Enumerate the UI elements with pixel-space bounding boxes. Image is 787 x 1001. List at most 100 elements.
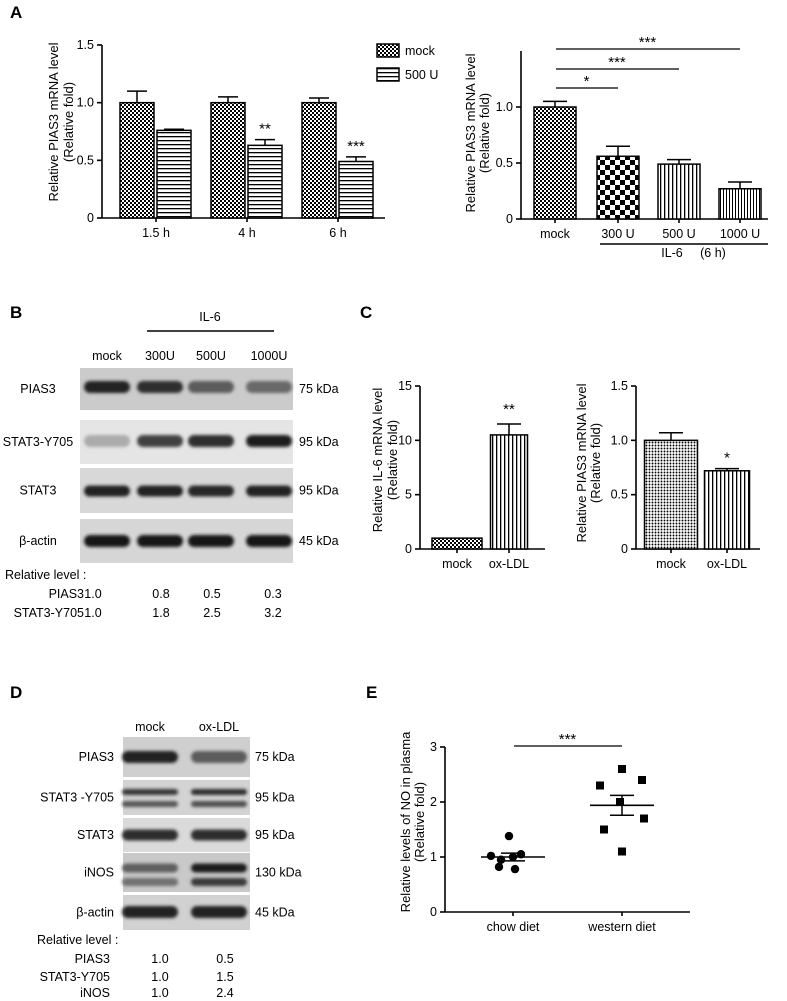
blot-row-actin: β-actin 45 kDa [19, 519, 339, 563]
y-axis-subtitle: (Relative fold) [588, 423, 603, 503]
blot-band [191, 906, 247, 918]
x-tick-label: chow diet [487, 920, 540, 934]
x-tick-label: 1.5 h [142, 226, 170, 240]
panel-label-a: A [10, 3, 22, 22]
x-tick-label: 6 h [329, 226, 346, 240]
bar-mock-1-5-h [119, 101, 155, 219]
relative-level-value: 0.5 [203, 587, 220, 601]
protein-label: iNOS [84, 866, 114, 880]
protein-label: STAT3 [19, 484, 56, 498]
relative-level-value: 1.0 [151, 970, 168, 984]
protein-label: β-actin [19, 534, 57, 548]
blot-band [84, 381, 130, 393]
significance-label: ** [259, 121, 271, 138]
x-tick-label: mock [442, 557, 473, 571]
relative-level-value: 2.5 [203, 606, 220, 620]
bar-value-1000-u [718, 188, 762, 220]
relative-level-value: 3.2 [264, 606, 281, 620]
y-tick-label: 0.5 [77, 153, 94, 167]
y-axis-title: Relative PIAS3 mRNA level [574, 383, 589, 542]
bar-value-300-u [596, 155, 640, 220]
molecular-weight-label: 95 kDa [255, 828, 295, 842]
blot-band [122, 801, 178, 807]
blot-band [84, 485, 130, 497]
blot-band [137, 435, 183, 447]
blot-band [122, 878, 178, 886]
lane-label: 500U [196, 349, 226, 363]
significance-label: ** [503, 401, 515, 418]
relative-level-title: Relative level : [37, 933, 118, 947]
relative-level-value: 1.8 [152, 606, 169, 620]
blot-row-stat3-y705: STAT3 -Y705 95 kDa [40, 780, 295, 815]
relative-level-value: 0.8 [152, 587, 169, 601]
bar-value-mock [533, 106, 577, 220]
molecular-weight-label: 45 kDa [299, 534, 339, 548]
blot-membrane [123, 780, 250, 815]
relative-level-value: 1.0 [151, 952, 168, 966]
blot-band [191, 751, 247, 763]
y-tick-label: 1.5 [77, 38, 94, 52]
x-tick-label: 300 U [601, 227, 634, 241]
x-tick-label: 1000 U [720, 227, 760, 241]
blot-band [84, 535, 130, 547]
blot-row-pias3: PIAS3 75 kDa [20, 368, 339, 410]
y-tick-label: 10 [398, 433, 412, 447]
blot-band [188, 381, 234, 393]
relative-level-value: 1.0 [151, 986, 168, 1000]
bar-mock-4-h [210, 101, 246, 219]
relative-level-title: Relative level : [5, 568, 86, 582]
data-point-chow-diet [510, 864, 520, 874]
y-tick-label: 1.0 [496, 100, 513, 114]
lane-label: mock [135, 720, 166, 734]
blot-band [191, 789, 247, 795]
blot-band [188, 435, 234, 447]
blot-band [137, 485, 183, 497]
y-tick-label: 0 [621, 542, 628, 556]
blot-band [122, 789, 178, 795]
molecular-weight-label: 95 kDa [299, 484, 339, 498]
y-tick-label: 0 [87, 211, 94, 225]
data-point-western-diet [640, 814, 648, 823]
y-tick-label: 5 [405, 488, 412, 502]
x-tick-label: western diet [587, 920, 656, 934]
y-axis-subtitle: (Relative fold) [61, 82, 76, 162]
data-point-chow-diet [494, 862, 504, 872]
data-point-western-diet [618, 765, 626, 773]
blot-band [188, 535, 234, 547]
y-axis-subtitle: (Relative fold) [477, 93, 492, 173]
blot-band [191, 829, 247, 841]
bar-500-u-4-h [247, 144, 283, 219]
significance-label: * [584, 73, 590, 90]
relative-level-name: PIAS3 [49, 587, 84, 601]
bar-value-mock [431, 537, 483, 550]
panel-label-e: E [366, 683, 377, 702]
blot-band [191, 878, 247, 886]
blot-row-stat3-y705: STAT3-Y705 95 kDa [3, 420, 339, 464]
blot-band [137, 535, 183, 547]
y-axis-subtitle: (Relative fold) [385, 420, 400, 500]
bar-value-mock [643, 439, 699, 550]
legend-label-500-u: 500 U [405, 68, 438, 82]
data-point-western-diet [616, 798, 624, 806]
protein-label: PIAS3 [79, 750, 114, 764]
protein-label: STAT3 [77, 828, 114, 842]
panel-label-b: B [10, 303, 22, 322]
blot-row-inos: iNOS 130 kDa [84, 853, 302, 892]
blot-band [188, 485, 234, 497]
chart-c-il6: 0 5 10 15 Relative IL-6 mRNA level (Relative … [370, 379, 545, 571]
chart-e-no-plasma: 0 1 2 3 Relative levels of NO in plasma (Rela… [398, 731, 690, 934]
x-tick-label: ox-LDL [707, 557, 747, 571]
y-tick-label: 1.0 [611, 433, 628, 447]
blot-row-actin: β-actin 45 kDa [76, 895, 295, 930]
blot-band [122, 829, 178, 841]
x-tick-label: mock [540, 227, 571, 241]
y-tick-label: 2 [430, 795, 437, 809]
blot-band [246, 485, 292, 497]
relative-level-name: PIAS3 [75, 952, 110, 966]
relative-level-value: 1.0 [84, 587, 101, 601]
relative-level-name: STAT3-Y705 [40, 970, 110, 984]
blot-band [122, 863, 178, 873]
legend-label-mock: mock [405, 44, 436, 58]
relative-level-value: 1.5 [216, 970, 233, 984]
